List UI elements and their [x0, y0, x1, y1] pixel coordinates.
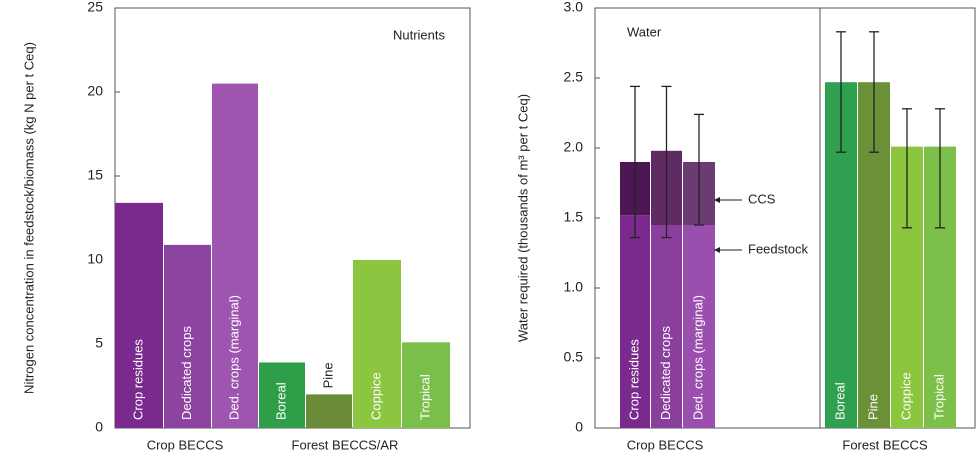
- bar: [402, 342, 450, 428]
- bar-segment: [683, 225, 715, 428]
- arrow-head: [714, 247, 720, 253]
- bar: [164, 244, 211, 428]
- annotation: Water: [627, 24, 662, 39]
- category-label: Tropical: [417, 374, 432, 420]
- bar: [259, 362, 305, 428]
- category-label: Pine: [320, 362, 335, 388]
- y-tick-label: 10: [87, 251, 103, 267]
- y-axis-title: Nitrogen concentration in feedstock/biom…: [21, 42, 36, 394]
- category-label: Dedicated crops: [179, 326, 194, 420]
- group-label: Forest BECCS/AR: [292, 437, 399, 452]
- y-tick-label: 20: [87, 83, 103, 99]
- group-label: Forest BECCS: [842, 437, 928, 452]
- category-label: Boreal: [273, 382, 288, 420]
- bar: [306, 394, 352, 428]
- bar: [353, 260, 401, 428]
- y-tick-label: 1.0: [564, 279, 584, 295]
- category-label: Crop residues: [130, 339, 145, 420]
- category-label: Crop residues: [626, 339, 641, 420]
- annotation: Nutrients: [393, 27, 446, 42]
- group-label: Crop BECCS: [627, 437, 704, 452]
- category-label: Boreal: [832, 382, 847, 420]
- y-tick-label: 1.5: [564, 209, 584, 225]
- y-tick-label: 15: [87, 167, 103, 183]
- series-label: Feedstock: [748, 241, 808, 256]
- y-tick-label: 0: [575, 419, 583, 435]
- y-tick-label: 2.0: [564, 139, 584, 155]
- category-label: Ded. crops (marginal): [226, 295, 241, 420]
- category-label: Coppice: [368, 372, 383, 420]
- y-axis-title: Water required (thousands of m³ per t Ce…: [515, 94, 530, 342]
- category-label: Coppice: [898, 372, 913, 420]
- y-tick-label: 3.0: [564, 0, 584, 15]
- category-label: Ded. crops (marginal): [690, 295, 705, 420]
- bar: [212, 83, 258, 428]
- y-tick-label: 0: [95, 419, 103, 435]
- category-label: Tropical: [931, 374, 946, 420]
- arrow-head: [714, 197, 720, 203]
- group-label: Crop BECCS: [147, 437, 224, 452]
- category-label: Pine: [865, 394, 880, 420]
- category-label: Dedicated crops: [658, 326, 673, 420]
- y-tick-label: 25: [87, 0, 103, 15]
- y-tick-label: 0.5: [564, 349, 584, 365]
- y-tick-label: 2.5: [564, 69, 584, 85]
- bar: [115, 202, 163, 428]
- y-tick-label: 5: [95, 335, 103, 351]
- series-label: CCS: [748, 191, 776, 206]
- bar-segment: [620, 215, 650, 428]
- bar-segment: [651, 225, 682, 428]
